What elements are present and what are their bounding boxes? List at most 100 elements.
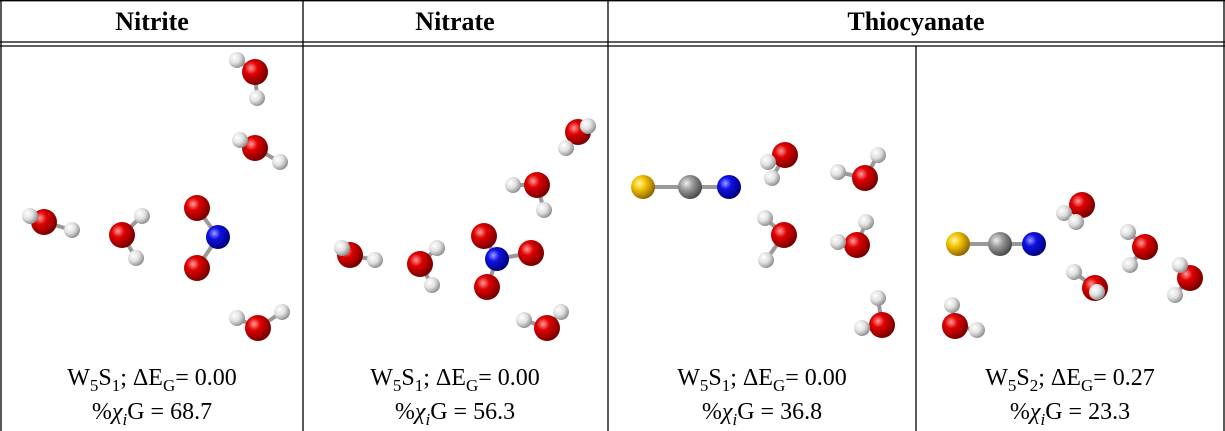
- caption-text: = 0.00: [175, 365, 237, 391]
- caption-text: G: [466, 376, 478, 395]
- atom: [534, 315, 560, 341]
- atom: [429, 240, 445, 256]
- atom: [946, 232, 970, 256]
- molecule: [232, 132, 288, 170]
- molecule: [757, 210, 797, 268]
- atom: [1066, 264, 1082, 280]
- caption-text: G = 56.3: [430, 399, 515, 425]
- atom: [830, 234, 846, 250]
- atom: [505, 177, 521, 193]
- captions: W5S1; ΔEG= 0.00%χiG = 68.7W5S1; ΔEG= 0.0…: [67, 365, 1155, 429]
- atom: [830, 164, 846, 180]
- atom: [128, 250, 144, 266]
- atom: [869, 312, 895, 338]
- caption-text: W: [677, 365, 700, 391]
- atom: [1120, 224, 1136, 240]
- molecule: [407, 240, 445, 293]
- molecule: [942, 297, 985, 339]
- atom: [184, 195, 210, 221]
- atom: [870, 290, 886, 306]
- molecule: [505, 172, 552, 218]
- atom: [988, 232, 1012, 256]
- molecule: [830, 214, 874, 258]
- caption-line: W5S1; ΔEG= 0.00: [370, 365, 540, 395]
- caption-text: %: [702, 399, 722, 425]
- atom: [757, 210, 773, 226]
- atom: [1132, 234, 1158, 260]
- caption-text: 5: [700, 376, 709, 395]
- caption-text: S: [98, 365, 111, 391]
- column-header: Nitrate: [415, 7, 494, 36]
- atom: [64, 222, 80, 238]
- caption-text: 2: [1030, 376, 1039, 395]
- atom: [242, 59, 268, 85]
- caption-text: %: [1010, 399, 1030, 425]
- caption-text: = 0.00: [478, 365, 540, 391]
- molecule-structures: [22, 52, 1203, 341]
- molecule: [946, 232, 1046, 256]
- atom: [854, 320, 870, 336]
- molecule: [760, 142, 798, 186]
- caption-text: 5: [393, 376, 402, 395]
- molecule: [22, 208, 80, 238]
- atom: [1022, 232, 1046, 256]
- caption-text: ; ΔE: [120, 365, 163, 391]
- molecule: [184, 195, 230, 281]
- atom: [553, 304, 569, 320]
- atom: [229, 310, 245, 326]
- molecule: [334, 240, 383, 268]
- atom: [109, 222, 135, 248]
- atom: [942, 313, 968, 339]
- molecule: [1167, 257, 1203, 303]
- caption-line: W5S2; ΔEG= 0.27: [985, 365, 1155, 395]
- atom: [184, 255, 210, 281]
- caption-text: G = 68.7: [127, 399, 212, 425]
- atom: [206, 225, 230, 249]
- atom: [424, 277, 440, 293]
- caption-line: %χiG = 36.8: [702, 399, 822, 429]
- atom: [678, 175, 702, 199]
- atom: [232, 132, 248, 148]
- molecule: [1056, 192, 1095, 230]
- atom: [274, 304, 290, 320]
- caption-text: 5: [1008, 376, 1017, 395]
- molecule: [516, 304, 569, 341]
- caption-text: 1: [722, 376, 731, 395]
- caption-line: %χiG = 23.3: [1010, 399, 1130, 429]
- caption-text: G: [1081, 376, 1093, 395]
- molecule: [229, 52, 268, 106]
- atom: [536, 202, 552, 218]
- caption-text: = 0.27: [1093, 365, 1155, 391]
- atom: [229, 52, 245, 68]
- molecule: [558, 118, 596, 156]
- atom: [717, 175, 741, 199]
- atom: [944, 297, 960, 313]
- caption-text: %: [92, 399, 112, 425]
- atom: [367, 252, 383, 268]
- caption-line: %χiG = 68.7: [92, 399, 212, 429]
- atom: [518, 240, 544, 266]
- atom: [852, 165, 878, 191]
- atom: [1167, 287, 1183, 303]
- caption-text: G: [773, 376, 785, 395]
- molecule: [854, 290, 895, 338]
- caption-text: ; ΔE: [730, 365, 773, 391]
- atom: [580, 118, 596, 134]
- caption-text: = 0.00: [785, 365, 847, 391]
- atom: [758, 252, 774, 268]
- atom: [245, 315, 271, 341]
- molecule: [1120, 224, 1158, 273]
- molecule: [1066, 264, 1108, 301]
- atom: [1068, 214, 1084, 230]
- atom: [1122, 257, 1138, 273]
- table-figure: Nitrite Nitrate Thiocyanate W5S1; ΔEG= 0…: [0, 0, 1225, 431]
- atom: [558, 140, 574, 156]
- column-header: Thiocyanate: [847, 7, 984, 36]
- atom: [471, 223, 497, 249]
- caption-text: %: [395, 399, 415, 425]
- caption-text: W: [985, 365, 1008, 391]
- caption-text: S: [401, 365, 414, 391]
- atom: [22, 208, 38, 224]
- column-header: Nitrite: [115, 7, 189, 36]
- atom: [764, 170, 780, 186]
